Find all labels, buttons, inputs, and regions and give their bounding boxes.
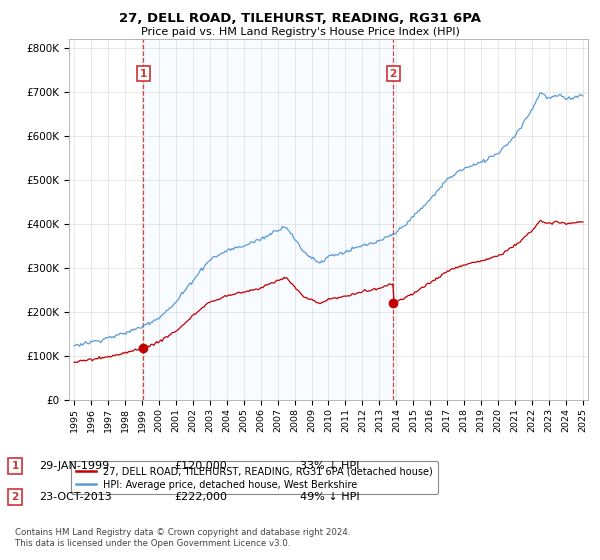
Text: 49% ↓ HPI: 49% ↓ HPI <box>300 492 359 502</box>
Text: 1: 1 <box>140 68 147 78</box>
Text: 2: 2 <box>11 492 19 502</box>
Text: Price paid vs. HM Land Registry's House Price Index (HPI): Price paid vs. HM Land Registry's House … <box>140 27 460 38</box>
Text: £222,000: £222,000 <box>174 492 227 502</box>
Text: 29-JAN-1999: 29-JAN-1999 <box>39 461 109 471</box>
Legend: 27, DELL ROAD, TILEHURST, READING, RG31 6PA (detached house), HPI: Average price: 27, DELL ROAD, TILEHURST, READING, RG31 … <box>71 461 438 494</box>
Text: 1: 1 <box>11 461 19 471</box>
Text: Contains HM Land Registry data © Crown copyright and database right 2024.
This d: Contains HM Land Registry data © Crown c… <box>15 528 350 548</box>
Text: 33% ↓ HPI: 33% ↓ HPI <box>300 461 359 471</box>
Text: 2: 2 <box>389 68 397 78</box>
Bar <box>143 39 393 400</box>
Text: £120,000: £120,000 <box>174 461 227 471</box>
Text: 23-OCT-2013: 23-OCT-2013 <box>39 492 112 502</box>
Text: 27, DELL ROAD, TILEHURST, READING, RG31 6PA: 27, DELL ROAD, TILEHURST, READING, RG31 … <box>119 12 481 25</box>
